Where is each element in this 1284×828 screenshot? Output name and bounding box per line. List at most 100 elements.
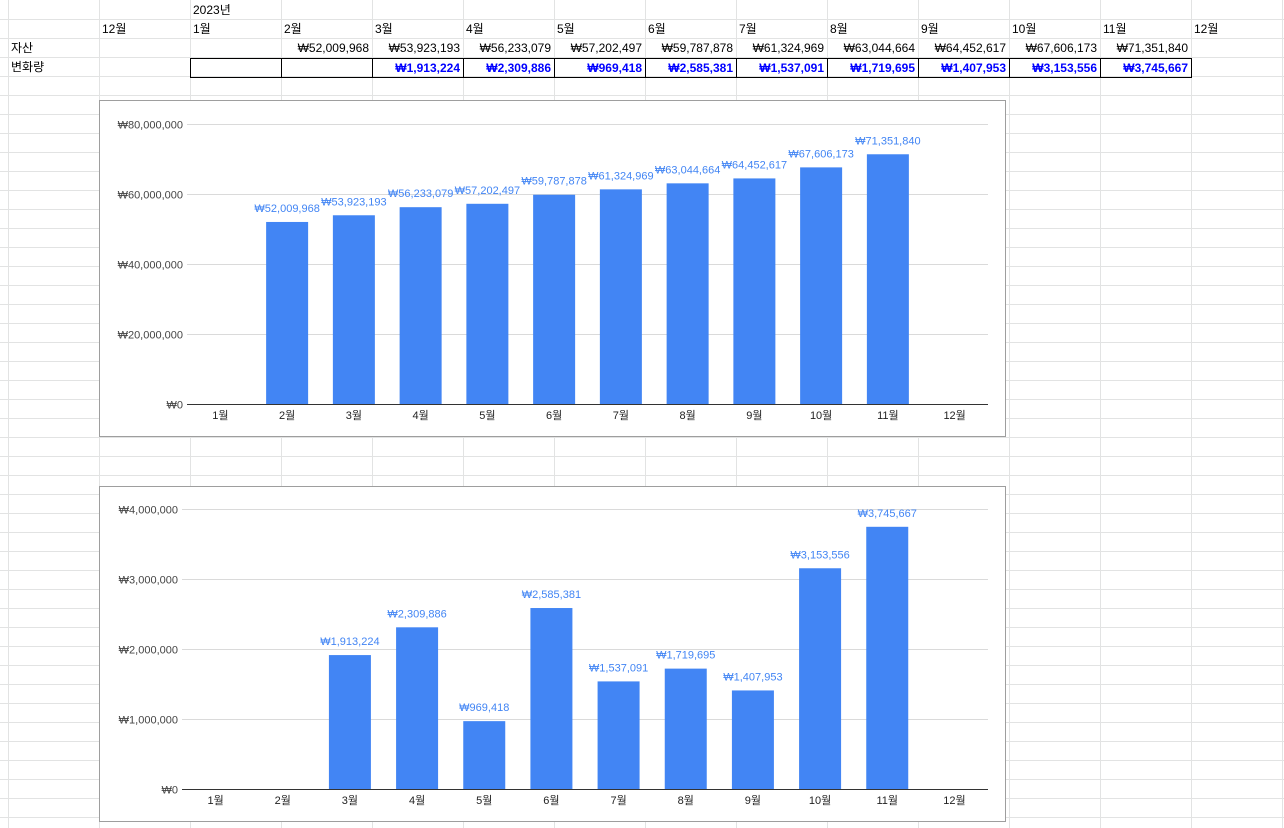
x-tick-label: 12월: [943, 794, 965, 807]
bar[interactable]: [533, 194, 576, 404]
bar[interactable]: [866, 154, 909, 404]
y-tick-label: ₩1,000,000: [119, 715, 178, 727]
y-tick-label: ₩40,000,000: [118, 260, 183, 272]
bar[interactable]: [463, 721, 506, 789]
bar[interactable]: [599, 189, 642, 404]
cell-asset-value[interactable]: ₩63,044,664: [843, 41, 915, 55]
bar[interactable]: [396, 627, 439, 789]
cell-month-header[interactable]: 3월: [375, 22, 393, 36]
bar[interactable]: [597, 681, 640, 789]
cell-asset-value[interactable]: ₩71,351,840: [1116, 41, 1188, 55]
cell-month-header[interactable]: 12월: [102, 22, 127, 36]
data-label: ₩67,606,173: [788, 148, 853, 160]
data-label: ₩3,153,556: [790, 549, 849, 561]
cell-change-value[interactable]: ₩1,719,695: [827, 58, 919, 78]
cell-asset-value[interactable]: ₩59,787,878: [661, 41, 733, 55]
bar[interactable]: [733, 178, 776, 404]
bar[interactable]: [332, 215, 375, 404]
data-label: ₩2,309,886: [387, 608, 446, 620]
cell-month-header[interactable]: 1월: [193, 22, 211, 36]
x-tick-label: 8월: [680, 409, 696, 422]
bar[interactable]: [328, 655, 371, 789]
cell-month-header[interactable]: 12월: [1194, 22, 1219, 36]
bar[interactable]: [530, 608, 573, 789]
bar[interactable]: [664, 668, 707, 789]
cell-year-label[interactable]: 2023년: [193, 3, 231, 17]
x-tick-label: 1월: [207, 794, 223, 807]
data-label: ₩2,585,381: [522, 589, 581, 601]
x-tick-label: 12월: [943, 409, 965, 422]
data-label: ₩59,787,878: [521, 176, 586, 188]
y-tick-label: ₩4,000,000: [119, 505, 178, 517]
cell-change-empty[interactable]: [190, 58, 282, 78]
x-tick-label: 7월: [613, 409, 629, 422]
cell-asset-value[interactable]: ₩56,233,079: [479, 41, 551, 55]
bar[interactable]: [666, 183, 709, 404]
cell-change-value[interactable]: ₩3,745,667: [1100, 58, 1192, 78]
x-tick-label: 3월: [342, 794, 358, 807]
cell-asset-value[interactable]: ₩64,452,617: [934, 41, 1006, 55]
cell-change-value[interactable]: ₩2,309,886: [463, 58, 555, 78]
x-tick-label: 1월: [212, 409, 228, 422]
cell-month-header[interactable]: 8월: [830, 22, 848, 36]
cell-month-header[interactable]: 5월: [557, 22, 575, 36]
x-tick-label: 5월: [476, 794, 492, 807]
y-tick-label: ₩20,000,000: [118, 330, 183, 342]
bar[interactable]: [800, 167, 843, 404]
cell-month-header[interactable]: 7월: [739, 22, 757, 36]
cell-change-empty[interactable]: [281, 58, 373, 78]
change-chart-svg: ₩0 ₩1,000,000 ₩2,000,000 ₩3,000,000 ₩4,000,0…: [119, 505, 988, 807]
cell-asset-value[interactable]: ₩61,324,969: [752, 41, 824, 55]
cell-change-value[interactable]: ₩969,418: [554, 58, 646, 78]
y-tick-label: ₩80,000,000: [118, 120, 183, 132]
data-label: ₩1,537,091: [589, 662, 648, 674]
x-tick-label: 10월: [810, 409, 832, 422]
x-tick-label: 6월: [543, 794, 559, 807]
data-label: ₩61,324,969: [588, 170, 653, 182]
cell-month-header[interactable]: 2월: [284, 22, 302, 36]
bar[interactable]: [466, 203, 509, 404]
change-bar-chart[interactable]: ₩0 ₩1,000,000 ₩2,000,000 ₩3,000,000 ₩4,000,0…: [99, 486, 1006, 822]
cell-change-value[interactable]: ₩3,153,556: [1009, 58, 1101, 78]
bar[interactable]: [731, 690, 774, 789]
bar[interactable]: [799, 568, 842, 789]
x-tick-label: 9월: [745, 794, 761, 807]
data-label: ₩64,452,617: [722, 159, 787, 171]
cell-asset-value[interactable]: ₩57,202,497: [570, 41, 642, 55]
cell-change-value[interactable]: ₩1,913,224: [372, 58, 464, 78]
cell-asset-value[interactable]: ₩53,923,193: [388, 41, 460, 55]
x-tick-label: 5월: [479, 409, 495, 422]
cell-change-value[interactable]: ₩1,537,091: [736, 58, 828, 78]
cell-month-header[interactable]: 9월: [921, 22, 939, 36]
cell-change-value[interactable]: ₩2,585,381: [645, 58, 737, 78]
cell-asset-value[interactable]: ₩67,606,173: [1025, 41, 1097, 55]
asset-bar-chart[interactable]: ₩0 ₩20,000,000 ₩40,000,000 ₩60,000,000 ₩80,0…: [99, 100, 1006, 437]
cell-row-label-asset[interactable]: 자산: [11, 41, 34, 55]
data-label: ₩56,233,079: [388, 188, 453, 200]
data-label: ₩53,923,193: [321, 196, 386, 208]
bar[interactable]: [866, 526, 909, 789]
bar[interactable]: [266, 221, 309, 404]
data-label: ₩1,719,695: [656, 650, 715, 662]
y-tick-label: ₩0: [162, 785, 179, 797]
x-tick-label: 7월: [610, 794, 626, 807]
bar[interactable]: [399, 207, 442, 404]
cell-row-label-change[interactable]: 변화량: [11, 60, 45, 74]
data-label: ₩52,009,968: [254, 203, 319, 215]
x-tick-label: 8월: [678, 794, 694, 807]
x-tick-label: 3월: [346, 409, 362, 422]
data-label: ₩57,202,497: [455, 185, 520, 197]
cell-asset-value[interactable]: ₩52,009,968: [297, 41, 369, 55]
cell-month-header[interactable]: 10월: [1012, 22, 1037, 36]
cell-change-value[interactable]: ₩1,407,953: [918, 58, 1010, 78]
cell-month-header[interactable]: 6월: [648, 22, 666, 36]
data-label: ₩63,044,664: [655, 164, 720, 176]
x-tick-label: 2월: [279, 409, 295, 422]
data-label: ₩1,913,224: [320, 636, 379, 648]
x-tick-label: 11월: [876, 794, 898, 807]
cell-month-header[interactable]: 11월: [1103, 22, 1127, 36]
x-tick-label: 11월: [877, 409, 899, 422]
y-tick-label: ₩60,000,000: [118, 190, 183, 202]
cell-month-header[interactable]: 4월: [466, 22, 484, 36]
x-tick-label: 10월: [809, 794, 831, 807]
